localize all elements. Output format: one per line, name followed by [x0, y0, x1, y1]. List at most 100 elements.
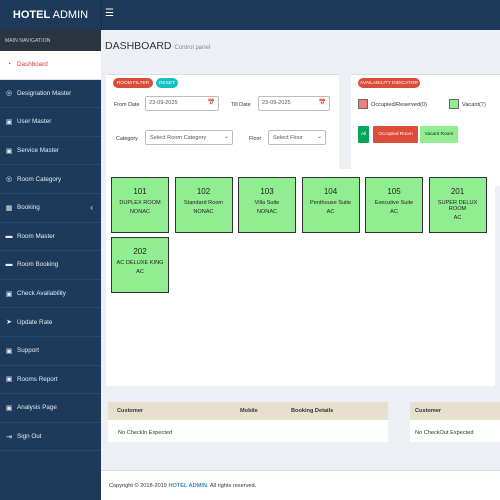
app-logo[interactable]: HOTEL ADMIN	[0, 0, 101, 30]
logo-rest: ADMIN	[50, 9, 89, 21]
footer-brand-link[interactable]: HOTEL ADMIN.	[168, 483, 209, 489]
room-tile[interactable]: 104 Penthouse Suite AC	[301, 177, 360, 233]
room-tile[interactable]: 101 DUPLEX ROOM NONAC	[111, 177, 169, 233]
sidebar-item-label: Sign Out	[17, 433, 42, 441]
vacant-room-button[interactable]: Vacant Room	[420, 126, 458, 143]
sidebar-item-label: Designation Master	[17, 89, 72, 97]
sidebar-item-service-master[interactable]: ▣ Service Master	[0, 137, 101, 166]
footer: Copyright © 2018-2019 HOTEL ADMIN. All r…	[101, 470, 500, 500]
floor-select-value: Select Floor	[273, 135, 303, 141]
from-date-value: 23-09-2025	[149, 100, 178, 106]
sidebar-item-user-master[interactable]: ▣ User Master	[0, 108, 101, 137]
room-tile[interactable]: 201 SUPER DELUX ROOM AC	[428, 177, 487, 233]
service-icon: ▣	[5, 147, 13, 155]
sidebar-item-dashboard[interactable]: ◔ Dashboard	[0, 51, 101, 80]
sidebar-item-designation-master[interactable]: ◎ Designation Master	[0, 80, 101, 109]
footer-copyright: Copyright © 2018-2019	[109, 483, 169, 489]
occupied-room-button[interactable]: Occupied Room	[373, 126, 418, 143]
room-number: 103	[260, 187, 274, 196]
room-type: Executive Suite	[374, 200, 414, 206]
room-type: Standard Room	[183, 200, 224, 206]
bed-icon: ▬	[5, 261, 13, 269]
calendar-icon[interactable]: 📅	[318, 100, 326, 106]
page-title-text: DASHBOARD	[105, 40, 172, 52]
column-header-customer: Customer	[415, 408, 442, 414]
sidebar-item-update-rate[interactable]: ➤ Update Rate	[0, 308, 101, 337]
category-select[interactable]: Select Room Category ⌄	[145, 130, 233, 145]
sidebar-item-room-master[interactable]: ▬ Room Master	[0, 223, 101, 252]
checkout-empty-message: No CheckOut Expected	[415, 430, 474, 436]
page-title: DASHBOARD Control panel	[105, 40, 210, 52]
till-date-input[interactable]: 23-09-2025 📅	[258, 96, 330, 111]
chevron-left-icon: ‹	[90, 203, 93, 213]
check-icon: ▣	[5, 290, 13, 298]
circle-icon: ◎	[5, 90, 13, 98]
top-navbar: ☰	[101, 0, 500, 30]
sidebar-item-check-availability[interactable]: ▣ Check Availability	[0, 280, 101, 309]
room-ac-status: AC	[390, 209, 398, 215]
sidebar-item-label: Room Category	[17, 175, 62, 183]
room-number: 101	[133, 187, 147, 196]
room-type: SUPER DELUX ROOM	[437, 200, 478, 212]
booking-icon: ▦	[5, 204, 13, 212]
sidebar-item-support[interactable]: ▣ Support	[0, 337, 101, 366]
sidebar-item-room-booking[interactable]: ▬ Room Booking	[0, 251, 101, 280]
logo-bold: HOTEL	[12, 9, 51, 21]
room-ac-status: AC	[326, 209, 335, 215]
report-icon: ▣	[5, 376, 13, 384]
room-type: DUPLEX ROOM	[119, 200, 161, 206]
room-filter-panel: ROOM FILTER RESET From Date 23-09-2025 📅…	[106, 74, 339, 186]
checkin-empty-message: No CheckIn Expected	[118, 430, 173, 436]
column-header-customer: Customer	[117, 408, 144, 414]
calendar-icon[interactable]: 📅	[207, 100, 215, 106]
room-ac-status: NONAC	[193, 209, 214, 215]
room-tile[interactable]: 102 Standard Room NONAC	[174, 177, 233, 233]
till-date-value: 23-09-2025	[262, 100, 291, 106]
room-type: Penthouse Suite	[309, 200, 352, 206]
page-subtitle: Control panel	[174, 45, 211, 51]
rocket-icon: ➤	[6, 319, 12, 327]
from-date-label: From Date	[114, 102, 140, 108]
room-number: 202	[133, 247, 147, 256]
room-tile[interactable]: 105 Executive Suite AC	[365, 177, 423, 233]
room-ac-status: AC	[453, 215, 462, 221]
room-ac-status: AC	[136, 269, 144, 275]
sidebar-item-label: Rooms Report	[17, 375, 58, 383]
sidebar-item-label: User Master	[17, 118, 52, 126]
sidebar-item-label: Room Master	[17, 232, 55, 240]
floor-select[interactable]: Select Floor ⌄	[268, 130, 326, 145]
sidebar-item-label: Dashboard	[17, 61, 48, 69]
vacant-swatch	[449, 99, 459, 109]
category-select-value: Select Room Category	[150, 135, 207, 141]
sidebar-item-label: Room Booking	[17, 261, 59, 269]
sidebar-item-label: Booking	[17, 204, 40, 212]
availability-panel: AVAILABILITY INDICATOR Occupied/Reserved…	[351, 74, 500, 186]
sidebar-item-room-category[interactable]: ◎ Room Category	[0, 165, 101, 194]
sidebar-item-sign-out[interactable]: ⇥ Sign Out	[0, 423, 101, 452]
main-content: DASHBOARD Control panel ROOM FILTER RESE…	[101, 30, 500, 470]
sidebar-item-rooms-report[interactable]: ▣ Rooms Report	[0, 366, 101, 395]
room-type: AC DELUXE KING	[116, 260, 164, 266]
filter-all-button[interactable]: All	[358, 126, 369, 143]
room-number: 105	[387, 187, 401, 196]
room-filter-badge: ROOM FILTER	[113, 78, 153, 88]
sidebar-item-label: Check Availability	[17, 290, 66, 298]
sidebar-item-label: Support	[17, 347, 40, 355]
vacant-legend: Vacant(7)	[462, 102, 486, 108]
reset-button[interactable]: RESET	[156, 78, 178, 88]
room-ac-status: NONAC	[129, 209, 151, 215]
room-tile[interactable]: 103 Villa Suite NONAC	[238, 177, 296, 233]
checkin-table: Customer Mobile Booking Details No Check…	[108, 402, 388, 442]
analysis-icon: ▣	[5, 404, 13, 412]
sidebar-item-booking[interactable]: ▦ Booking ‹	[0, 194, 101, 223]
category-label: Category	[116, 136, 138, 142]
from-date-input[interactable]: 23-09-2025 📅	[145, 96, 219, 111]
availability-badge: AVAILABILITY INDICATOR	[358, 78, 420, 88]
room-tile[interactable]: 202 AC DELUXE KING AC	[111, 237, 169, 293]
sidebar-item-label: Analysis Page	[17, 404, 57, 412]
rooms-grid: 101 DUPLEX ROOM NONAC 102 Standard Room NONAC…	[106, 169, 495, 386]
sidebar-item-analysis-page[interactable]: ▣ Analysis Page	[0, 394, 101, 423]
hamburger-icon[interactable]: ☰	[105, 8, 114, 19]
column-header-mobile: Mobile	[240, 408, 258, 414]
room-number: 102	[196, 187, 211, 196]
